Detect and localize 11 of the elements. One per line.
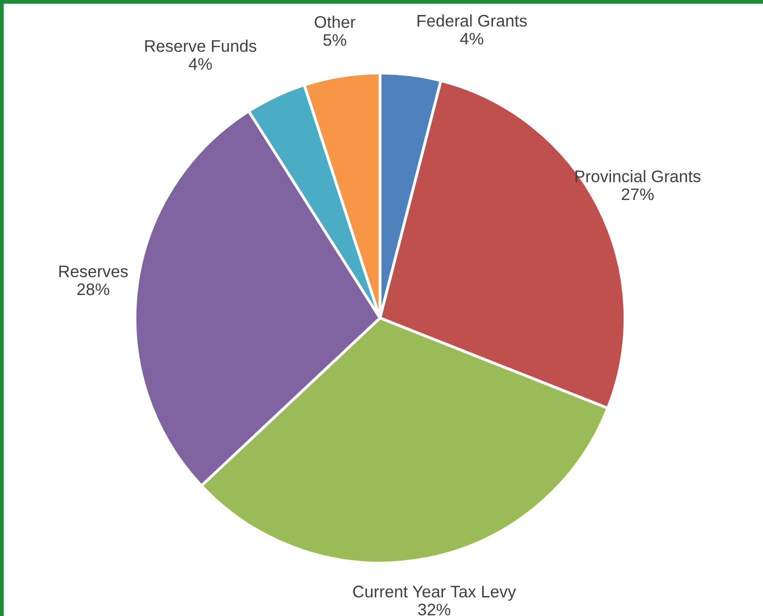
data-label: 32%	[418, 604, 450, 616]
slice-label: Federal Grants	[418, 14, 527, 27]
data-label: 5%	[323, 34, 346, 46]
slice-label: Reserve Funds	[145, 40, 256, 52]
data-label: 4%	[188, 58, 212, 70]
slice-label: Other	[314, 16, 356, 28]
data-label: 27%	[622, 188, 654, 200]
data-label: 28%	[77, 283, 110, 296]
slice-label: Reserves	[59, 266, 128, 278]
slice-label: Current Year Tax Levy	[353, 586, 516, 601]
data-label: 4%	[460, 32, 484, 45]
